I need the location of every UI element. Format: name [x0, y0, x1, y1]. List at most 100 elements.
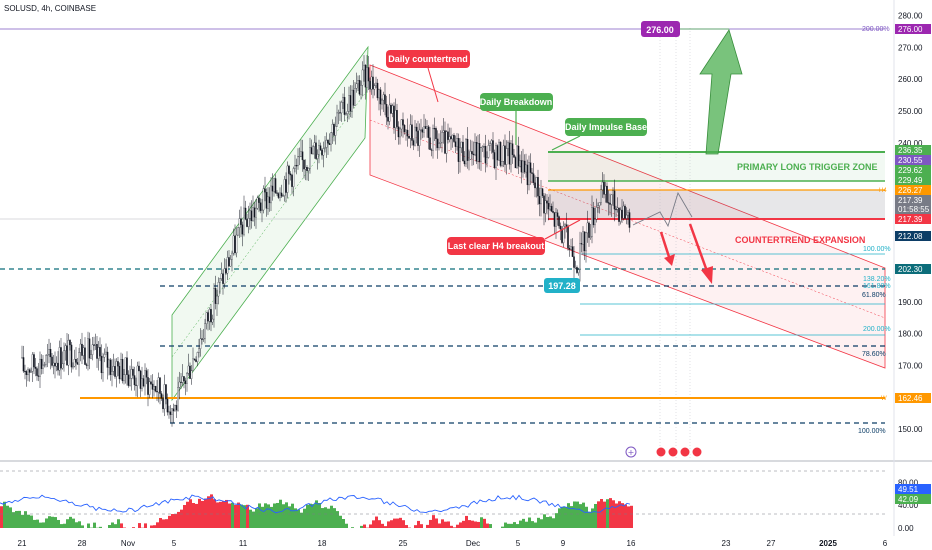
indicator-bar: [546, 517, 549, 528]
candle-body: [61, 363, 64, 369]
indicator-bar: [198, 498, 201, 528]
indicator-bar: [240, 504, 243, 528]
candle-body: [184, 380, 187, 384]
candle-body: [234, 235, 236, 254]
level-226-h4-label: H4: [879, 188, 887, 194]
candle-body: [381, 99, 383, 105]
candle-body: [118, 366, 121, 380]
indicator-bar: [594, 504, 597, 528]
candle-body: [222, 273, 224, 284]
indicator-bar: [564, 506, 567, 528]
indicator-bar: [309, 503, 312, 528]
candle-body: [240, 218, 242, 225]
indicator-bar: [12, 512, 15, 528]
indicator-bar: [378, 520, 381, 528]
candle-body: [217, 282, 220, 297]
indicator-bar: [630, 505, 633, 528]
indicator-bar: [441, 519, 444, 528]
indicator-bar: [609, 498, 612, 528]
candle-body: [48, 349, 50, 355]
indicator-bar: [150, 525, 153, 528]
indicator-bar: [339, 515, 342, 528]
candle-body: [319, 145, 322, 151]
candle-body: [385, 104, 388, 118]
indicator-bar: [72, 518, 75, 528]
candle-body: [45, 355, 47, 365]
indicator-bar: [315, 500, 318, 528]
candle-body: [115, 361, 118, 377]
candle-body: [195, 359, 197, 362]
candle-body: [306, 167, 308, 172]
candle-body: [541, 188, 544, 196]
us-flag-icon[interactable]: [691, 446, 703, 458]
candle-body: [316, 154, 319, 159]
indicator-bar: [321, 508, 324, 528]
candle-body: [573, 256, 575, 268]
candle-body: [474, 142, 476, 156]
candle-body: [283, 179, 286, 196]
candle-body: [307, 168, 310, 172]
candle-body: [355, 83, 358, 89]
candle-body: [225, 268, 227, 274]
indicator-bar: [243, 505, 246, 528]
candle-body: [223, 268, 226, 284]
candle-body: [202, 338, 205, 340]
candle-body: [297, 156, 299, 166]
candle-body: [411, 124, 413, 141]
candle-body: [580, 243, 583, 245]
indicator-bar: [528, 517, 531, 528]
indicator-bar: [558, 508, 561, 528]
price-label-tag: [895, 165, 931, 175]
candle-body: [412, 140, 415, 146]
candle-body: [339, 112, 341, 114]
time-axis[interactable]: 21 28 Nov 5 11 18 25 Dec 5 9 16 23 27 2025 6: [18, 539, 888, 548]
candle-body: [256, 197, 259, 209]
candle-body: [250, 210, 253, 221]
price-tick-label: 170.00: [898, 361, 923, 370]
fib-label: 161.80%: [863, 283, 891, 290]
candle-body: [510, 143, 512, 165]
indicator-value-tag: [895, 494, 931, 504]
candle-body: [544, 200, 547, 214]
price-label-tag: [895, 264, 931, 274]
candle-body: [337, 112, 340, 114]
candle-body: [148, 381, 151, 395]
candle-body: [576, 267, 578, 273]
us-flag-icon[interactable]: [655, 446, 667, 458]
indicator-bar: [300, 512, 303, 528]
candle-body: [270, 185, 272, 204]
indicator-bar: [480, 517, 483, 528]
candle-body: [201, 338, 203, 340]
candle-body: [480, 147, 482, 162]
indicator-bar: [405, 525, 408, 528]
us-flag-icon[interactable]: [679, 446, 691, 458]
us-flag-icon[interactable]: [667, 446, 679, 458]
candle-body: [435, 128, 437, 140]
candle-body: [327, 139, 329, 144]
indicator-bar: [435, 518, 438, 528]
candle-body: [423, 126, 425, 133]
price-label-tag: [895, 175, 931, 185]
indicator-bar: [510, 523, 513, 528]
candle-body: [624, 205, 626, 219]
candle-body: [345, 113, 347, 115]
candle-body: [243, 207, 245, 235]
svg-text:Daily countertrend: Daily countertrend: [388, 54, 468, 64]
candle-body: [444, 130, 446, 154]
indicator-bar: [477, 521, 480, 528]
indicator-bar: [279, 499, 282, 528]
candle-body: [369, 80, 371, 90]
indicator-bar: [9, 507, 12, 528]
candle-body: [144, 370, 146, 387]
candle-body: [112, 366, 115, 372]
candle-body: [36, 368, 38, 376]
candle-body: [174, 405, 176, 412]
indicator-bar: [111, 522, 114, 528]
indicator-axis[interactable]: 0.00 40.00 80.00: [898, 478, 919, 533]
add-event-icon[interactable]: [625, 446, 637, 458]
candle-body: [402, 119, 404, 126]
indicator-bar: [249, 509, 252, 528]
event-icons[interactable]: +: [625, 446, 703, 458]
candle-body: [99, 347, 101, 357]
